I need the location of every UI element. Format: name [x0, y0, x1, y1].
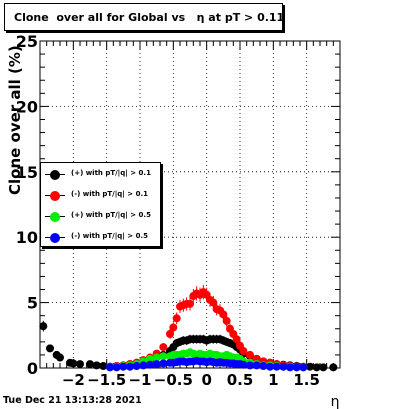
- data-point: [299, 363, 308, 372]
- grid-lines: [40, 40, 340, 369]
- legend-label: (-) with pT/|q| > 0.1: [71, 190, 148, 198]
- legend-entry-plus-05: (+) with pT/|q| > 0.5: [41, 207, 160, 227]
- data-point: [46, 344, 54, 353]
- x-tick-label: −1: [128, 371, 151, 389]
- data-point: [39, 322, 48, 331]
- data-point: [312, 363, 321, 372]
- data-point: [319, 363, 328, 372]
- data-point: [99, 362, 108, 371]
- data-point: [146, 354, 154, 363]
- legend-entry-minus-05: (-) with pT/|q| > 0.5: [41, 228, 160, 248]
- data-point: [246, 350, 254, 359]
- timestamp: Tue Dec 21 13:13:28 2021: [3, 395, 142, 406]
- data-point: [166, 329, 174, 338]
- data-point: [152, 360, 161, 369]
- data-point: [186, 299, 194, 308]
- data-point: [329, 363, 338, 372]
- data-point: [119, 362, 128, 371]
- data-point: [222, 316, 231, 325]
- data-point: [112, 363, 121, 372]
- y-tick-label: 20: [16, 97, 38, 116]
- chart-title: Clone over all for Global vs η at pT > 0…: [14, 11, 285, 24]
- data-point: [286, 363, 294, 372]
- data-point: [69, 359, 78, 368]
- data-point: [56, 353, 64, 362]
- series-3: [106, 356, 308, 372]
- data-point: [159, 352, 168, 361]
- title-box: Clone over all for Global vs η at pT > 0…: [4, 3, 285, 31]
- data-point: [306, 362, 314, 371]
- y-tick-label: 10: [16, 228, 38, 247]
- data-point: [279, 362, 288, 371]
- y-tick-label: 25: [16, 32, 38, 51]
- data-point: [76, 360, 84, 369]
- x-tick-label: 1.5: [293, 371, 320, 389]
- data-point: [252, 361, 261, 370]
- x-axis-label: η: [331, 394, 340, 409]
- data-point: [139, 361, 148, 370]
- legend-entry-minus-01: (-) with pT/|q| > 0.1: [41, 186, 160, 206]
- legend-label: (+) with pT/|q| > 0.1: [71, 169, 151, 177]
- x-tick-label: −2: [62, 371, 85, 389]
- data-point: [86, 360, 94, 369]
- x-tick-label: 0.5: [227, 371, 254, 389]
- legend-marker-green: [50, 212, 60, 222]
- data-point: [172, 314, 181, 323]
- data-point: [246, 361, 254, 370]
- legend-marker-black: [50, 170, 60, 180]
- data-point: [106, 363, 114, 372]
- legend-label: (-) with pT/|q| > 0.5: [71, 232, 148, 240]
- data-point: [159, 359, 168, 368]
- data-point: [159, 343, 168, 352]
- data-point: [146, 360, 154, 369]
- x-tick-label: 1: [268, 371, 278, 389]
- y-axis-label: Clone over all (%): [6, 45, 24, 195]
- data-point: [169, 323, 178, 332]
- data-point: [92, 361, 101, 370]
- legend: (+) with pT/|q| > 0.1 (-) with pT/|q| > …: [40, 162, 161, 247]
- x-tick-label: −0.5: [154, 371, 193, 389]
- x-tick-label: −1.5: [87, 371, 126, 389]
- data-point: [239, 360, 248, 369]
- data-point: [209, 298, 218, 307]
- legend-marker-red: [50, 191, 60, 201]
- data-points: [39, 284, 338, 372]
- data-point: [152, 353, 161, 362]
- y-tick-label: 0: [27, 359, 38, 378]
- data-point: [132, 362, 141, 371]
- y-tick-label: 5: [27, 294, 38, 313]
- data-point: [126, 362, 134, 371]
- data-point: [292, 363, 301, 372]
- legend-marker-blue: [50, 233, 60, 243]
- data-point: [259, 362, 268, 371]
- data-point: [272, 362, 281, 371]
- data-point: [232, 335, 241, 344]
- data-point: [266, 362, 274, 371]
- legend-label: (+) with pT/|q| > 0.5: [71, 211, 151, 219]
- data-point: [239, 346, 248, 355]
- tick-labels: −2 −1.5 −1 −0.5 0 0.5 1 1.5 0 5 10 15 20 25: [16, 32, 320, 389]
- y-tick-label: 15: [16, 163, 38, 182]
- legend-entry-plus-01: (+) with pT/|q| > 0.1: [41, 165, 160, 185]
- data-point: [219, 310, 228, 319]
- x-tick-label: 0: [201, 371, 211, 389]
